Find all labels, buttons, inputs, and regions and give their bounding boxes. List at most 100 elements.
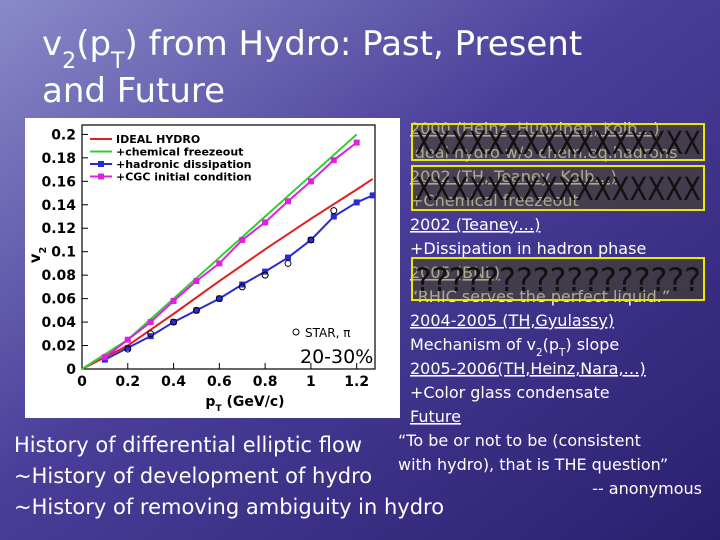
subscript: 2 <box>38 247 49 254</box>
point <box>330 213 337 220</box>
point <box>353 139 360 146</box>
point <box>170 297 177 304</box>
overlay-text: ????????????????? <box>415 261 701 299</box>
point <box>193 307 200 314</box>
point <box>124 344 131 351</box>
y-tick-label: 0.06 <box>41 292 76 308</box>
legend-label: +CGC initial condition <box>116 171 252 184</box>
point <box>330 207 338 215</box>
y-tick-label: 0.14 <box>41 198 76 214</box>
point <box>307 178 314 185</box>
overlay-box <box>411 123 705 161</box>
point <box>192 306 200 314</box>
legend-marker <box>98 173 104 180</box>
point <box>193 278 200 285</box>
point <box>147 333 154 340</box>
text-part: ) slope <box>565 335 619 354</box>
note-line: +Dissipation in hadron phase <box>410 239 646 258</box>
point <box>238 283 246 291</box>
y-tick-label: 0.2 <box>51 127 76 143</box>
history-line: ~History of removing ambiguity in hydro <box>14 495 444 519</box>
x-tick-label: 1 <box>306 374 316 390</box>
slide-title: and Future <box>42 71 225 111</box>
annotation: 20-30% <box>300 346 373 368</box>
text-part: v <box>26 253 44 263</box>
y-axis-label: v2 <box>26 247 49 264</box>
point <box>369 192 376 199</box>
note-line: “To be or not to be (consistent <box>398 431 641 450</box>
point <box>284 259 292 267</box>
annotation: STAR, π <box>305 326 350 340</box>
text-part: (GeV/c) <box>222 394 285 410</box>
point <box>170 318 178 326</box>
point <box>147 319 154 326</box>
point <box>239 236 246 243</box>
point <box>262 219 269 226</box>
text-part: Mechanism of v <box>410 335 536 354</box>
overlay-text: XXXXXXXXXXXXXXXX <box>415 124 701 162</box>
note-line: 2005 (BNL) <box>410 263 500 282</box>
y-tick-label: 0.04 <box>41 315 76 331</box>
text-part: v <box>42 24 62 64</box>
point <box>147 330 155 338</box>
note-line: 2002 (TH, Teaney, Kolb…) <box>410 167 617 186</box>
point <box>307 236 315 244</box>
x-tick-label: 1.2 <box>344 374 369 390</box>
x-tick-label: 0 <box>77 374 87 390</box>
point <box>215 295 223 303</box>
text-part: (p <box>543 335 559 354</box>
note-line: 2002 (Teaney…) <box>410 215 540 234</box>
note-line: Future <box>410 407 461 426</box>
point <box>216 260 223 267</box>
y-tick-label: 0.18 <box>41 151 76 167</box>
note-line: “RHIC serves the perfect liquid.” <box>410 287 670 306</box>
overlay-text: XXXXXXXXXXXXXXXX <box>415 170 701 208</box>
point <box>170 319 177 326</box>
point <box>353 199 360 206</box>
history-line: ~History of development of hydro <box>14 464 372 488</box>
note-line: Mechanism of v2(pT) slope <box>410 335 619 359</box>
point <box>216 295 223 302</box>
subscript: T <box>558 347 566 359</box>
y-tick-label: 0.12 <box>41 221 76 237</box>
y-tick-label: 0.08 <box>41 268 76 284</box>
subscript: 2 <box>536 347 543 359</box>
x-tick-label: 0.8 <box>253 374 278 390</box>
point <box>261 271 269 279</box>
point <box>124 345 132 353</box>
x-axis-label: pT (GeV/c) <box>205 394 284 414</box>
point <box>101 354 108 361</box>
plot-frame <box>81 124 376 370</box>
point <box>239 281 246 288</box>
y-tick-label: 0.02 <box>41 339 76 355</box>
y-tick-label: 0.1 <box>51 245 76 261</box>
text-part: ) from Hydro: Past, Present <box>125 24 583 64</box>
series-line <box>81 178 374 370</box>
legend-label: IDEAL HYDRO <box>116 133 200 146</box>
overlay-box <box>411 257 705 301</box>
point <box>307 236 314 243</box>
note-line: 2005-2006(TH,Heinz,Nara,…) <box>410 359 646 378</box>
legend-label: +chemical freezeout <box>116 146 243 159</box>
note-line: +Color glass condensate <box>410 383 610 402</box>
x-tick-label: 0.6 <box>207 374 232 390</box>
legend-label: +hadronic dissipation <box>116 158 252 171</box>
annotation-marker <box>292 328 300 336</box>
point <box>285 198 292 205</box>
chart: 0 0.02 0.04 0.06 0.08 0.1 0.12 0.14 0.16 0.18 0.2 0… <box>26 124 376 414</box>
note-line: Ideal hydro w/o chem.eq.hadrons <box>410 143 677 162</box>
text-part: p <box>205 394 215 410</box>
slide-title: v2(pT) from Hydro: Past, Present <box>42 24 582 74</box>
legend-marker <box>98 161 104 167</box>
history-line: History of differential elliptic flow <box>14 433 362 457</box>
x-tick-label: 0.4 <box>161 374 186 390</box>
note-line: 2004-2005 (TH,Gyulassy) <box>410 311 614 330</box>
subscript: 2 <box>62 48 76 74</box>
overlay-box <box>411 165 705 211</box>
subscript: T <box>215 404 222 414</box>
note-line: +Chemical freezeout <box>410 191 579 210</box>
point <box>285 254 292 261</box>
note-line: -- anonymous <box>592 479 702 498</box>
